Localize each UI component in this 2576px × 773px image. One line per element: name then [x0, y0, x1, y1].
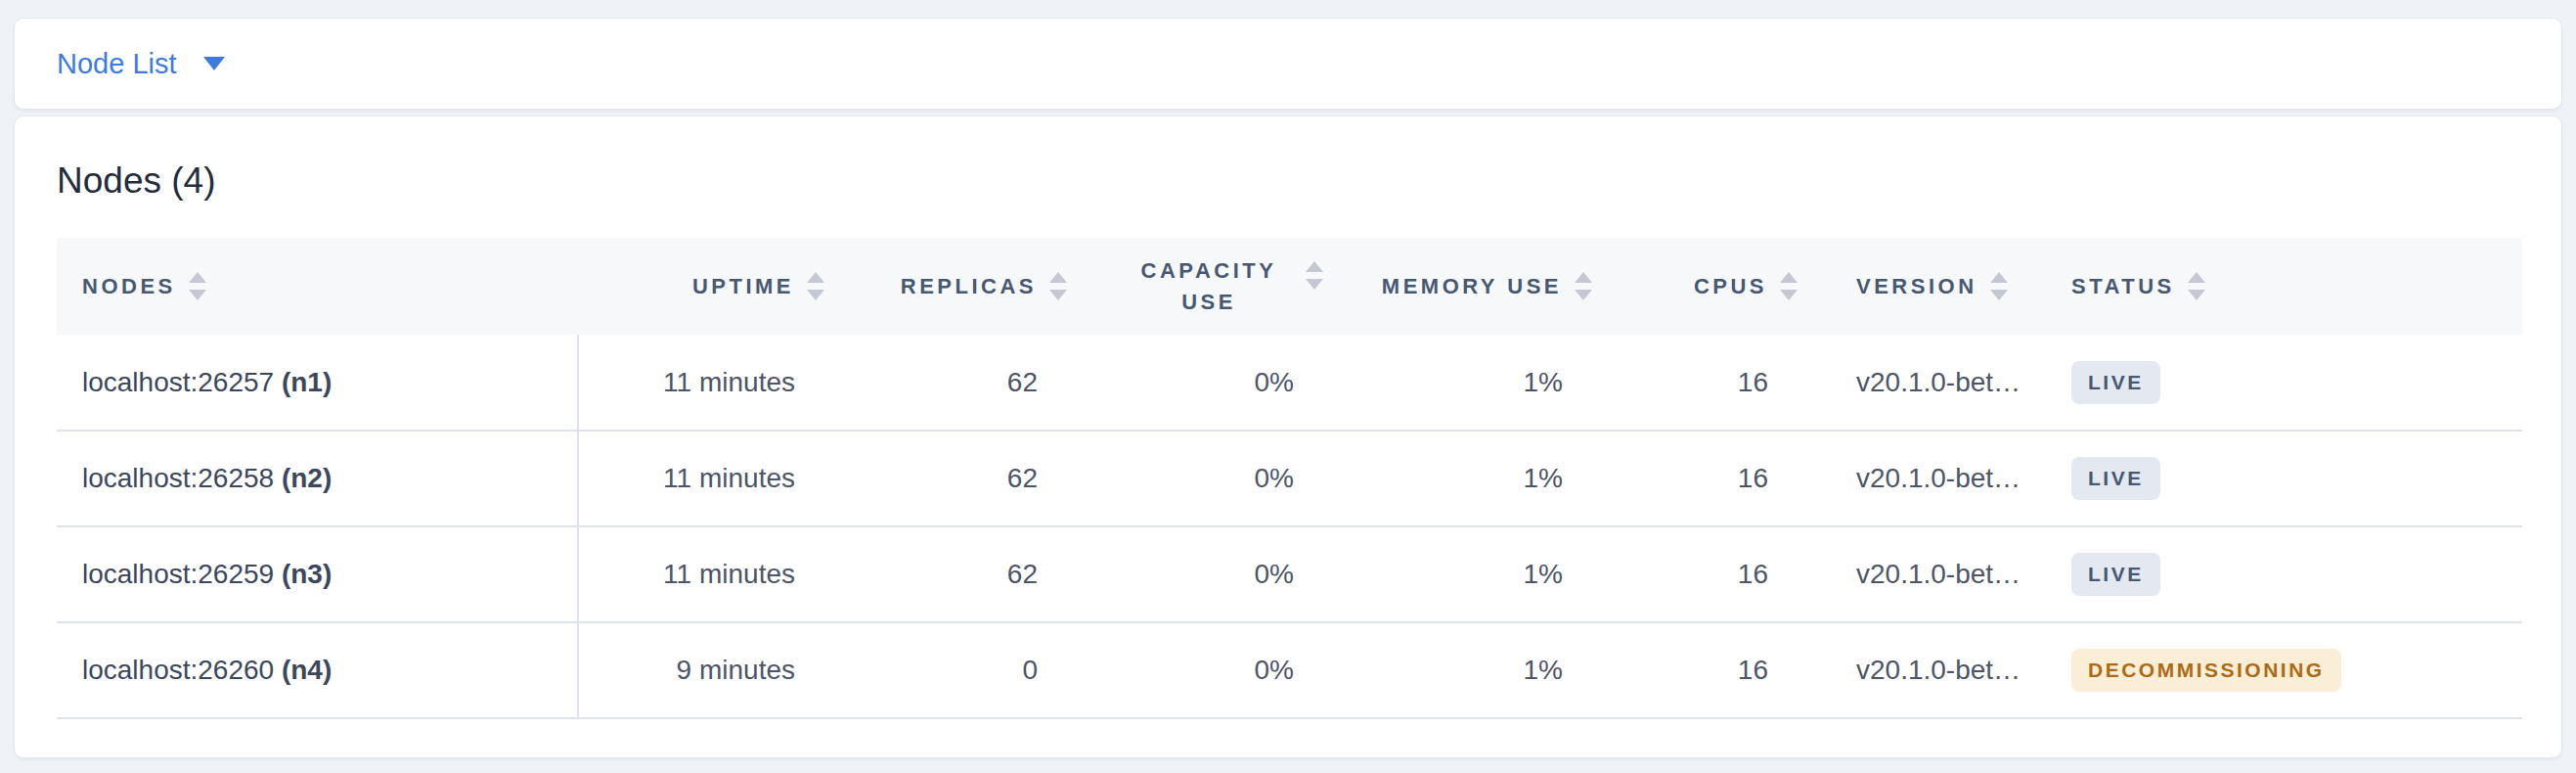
- memory-use-cell: 1%: [1343, 622, 1612, 718]
- status-cell: LIVE: [2034, 431, 2522, 526]
- status-badge: DECOMMISSIONING: [2071, 649, 2341, 692]
- replicas-cell: 62: [844, 526, 1087, 622]
- view-selector-bar: Node List: [14, 18, 2562, 110]
- uptime-cell: 11 minutes: [578, 335, 844, 431]
- view-mode-dropdown-label: Node List: [57, 48, 177, 80]
- uptime-cell: 9 minutes: [578, 622, 844, 718]
- sort-icon: [1049, 272, 1067, 300]
- status-cell: LIVE: [2034, 335, 2522, 431]
- table-row-node-3[interactable]: localhost:26259 (n3) 11 minutes 62 0% 1%…: [57, 526, 2522, 622]
- status-cell: LIVE: [2034, 526, 2522, 622]
- uptime-cell: 11 minutes: [578, 431, 844, 526]
- memory-use-cell: 1%: [1343, 526, 1612, 622]
- column-header-memory-use[interactable]: MEMORY USE: [1343, 238, 1612, 335]
- table-header: NODES UPTIME REPLICAS: [57, 238, 2522, 335]
- node-list-table: NODES UPTIME REPLICAS: [57, 238, 2522, 719]
- sort-icon: [1306, 261, 1323, 290]
- node-address-cell: localhost:26260 (n4): [57, 622, 578, 718]
- table-row-node-1[interactable]: localhost:26257 (n1) 11 minutes 62 0% 1%…: [57, 335, 2522, 431]
- column-header-nodes[interactable]: NODES: [57, 238, 578, 335]
- table-row-node-4[interactable]: localhost:26260 (n4) 9 minutes 0 0% 1% 1…: [57, 622, 2522, 718]
- uptime-cell: 11 minutes: [578, 526, 844, 622]
- status-badge: LIVE: [2071, 457, 2160, 500]
- node-address-cell: localhost:26259 (n3): [57, 526, 578, 622]
- node-id: (n3): [282, 559, 332, 589]
- page-title: Nodes (4): [57, 159, 2522, 203]
- version-cell: v20.1.0-bet…: [1817, 622, 2034, 718]
- sort-icon: [189, 272, 206, 300]
- cpus-cell: 16: [1612, 335, 1817, 431]
- capacity-use-cell: 0%: [1087, 526, 1343, 622]
- cpus-cell: 16: [1612, 526, 1817, 622]
- nodes-panel: Nodes (4) NODES UPTIM: [14, 115, 2562, 758]
- replicas-cell: 0: [844, 622, 1087, 718]
- view-mode-dropdown[interactable]: Node List: [57, 48, 225, 80]
- replicas-cell: 62: [844, 431, 1087, 526]
- node-address-cell: localhost:26258 (n2): [57, 431, 578, 526]
- column-header-cpus[interactable]: CPUS: [1612, 238, 1817, 335]
- column-header-version[interactable]: VERSION: [1817, 238, 2034, 335]
- sort-icon: [807, 272, 824, 300]
- version-cell: v20.1.0-bet…: [1817, 335, 2034, 431]
- node-id: (n1): [282, 367, 332, 397]
- memory-use-cell: 1%: [1343, 335, 1612, 431]
- caret-down-icon: [203, 57, 225, 70]
- column-header-replicas[interactable]: REPLICAS: [844, 238, 1087, 335]
- sort-icon: [2188, 272, 2205, 300]
- column-header-status[interactable]: STATUS: [2034, 238, 2522, 335]
- sort-icon: [1990, 272, 2008, 300]
- cpus-cell: 16: [1612, 622, 1817, 718]
- version-cell: v20.1.0-bet…: [1817, 526, 2034, 622]
- column-header-capacity-use[interactable]: CAPACITY USE: [1087, 238, 1343, 335]
- status-badge: LIVE: [2071, 361, 2160, 404]
- column-header-uptime[interactable]: UPTIME: [578, 238, 844, 335]
- capacity-use-cell: 0%: [1087, 335, 1343, 431]
- cpus-cell: 16: [1612, 431, 1817, 526]
- memory-use-cell: 1%: [1343, 431, 1612, 526]
- status-cell: DECOMMISSIONING: [2034, 622, 2522, 718]
- capacity-use-cell: 0%: [1087, 431, 1343, 526]
- node-id: (n2): [282, 463, 332, 493]
- sort-icon: [1575, 272, 1592, 300]
- status-badge: LIVE: [2071, 553, 2160, 596]
- sort-icon: [1780, 272, 1798, 300]
- table-row-node-2[interactable]: localhost:26258 (n2) 11 minutes 62 0% 1%…: [57, 431, 2522, 526]
- node-address-cell: localhost:26257 (n1): [57, 335, 578, 431]
- capacity-use-cell: 0%: [1087, 622, 1343, 718]
- version-cell: v20.1.0-bet…: [1817, 431, 2034, 526]
- node-id: (n4): [282, 655, 332, 685]
- replicas-cell: 62: [844, 335, 1087, 431]
